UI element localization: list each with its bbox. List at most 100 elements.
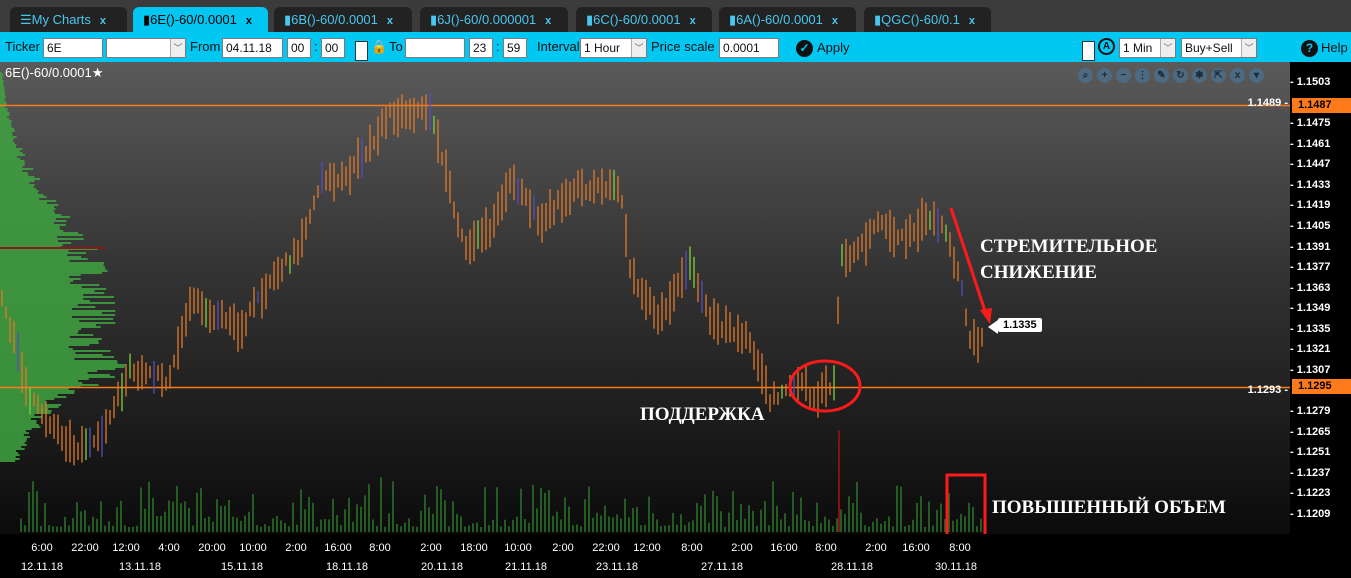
- volume-profile-bar: [0, 170, 23, 172]
- time-tick: 8:00: [681, 542, 703, 554]
- volume-profile-bar: [0, 442, 25, 444]
- auto-icon[interactable]: A: [1098, 38, 1115, 55]
- star-icon[interactable]: ★: [91, 65, 104, 80]
- volume-bar: [92, 516, 94, 532]
- volume-profile-bar: [0, 402, 47, 404]
- volume-profile-bar: [0, 218, 56, 220]
- tab-label: 6B()-60/0.0001: [291, 12, 378, 27]
- popout-icon[interactable]: ⇱: [1211, 68, 1226, 83]
- volume-profile-bar: [0, 160, 25, 162]
- chevron-down-icon[interactable]: ▾: [1249, 68, 1264, 83]
- to-hour-input[interactable]: 23: [469, 38, 493, 58]
- volume-bar: [672, 512, 674, 532]
- time-tick: 20:00: [198, 542, 226, 554]
- time-tick: 8:00: [949, 542, 971, 554]
- grid-icon[interactable]: ⋮: [1135, 68, 1150, 83]
- volume-profile-bar: [0, 110, 8, 112]
- volume-profile-bar: [0, 364, 126, 366]
- volume-bar: [272, 518, 274, 532]
- volume-profile-bar: [0, 308, 72, 310]
- to-minute-input[interactable]: 59: [503, 38, 527, 58]
- close-icon[interactable]: x: [99, 15, 107, 27]
- volume-bar: [664, 525, 666, 532]
- close-icon[interactable]: x: [689, 15, 696, 27]
- price-tick: - 1.1307: [1290, 363, 1331, 376]
- refresh-icon[interactable]: ↻: [1173, 68, 1188, 83]
- volume-profile-bar: [0, 296, 115, 298]
- help-button[interactable]: ? Help: [1301, 38, 1348, 58]
- close-icon[interactable]: x: [545, 15, 552, 27]
- time-tick: 22:00: [592, 542, 620, 554]
- volume-profile-bar: [0, 322, 116, 324]
- volume-profile-bar: [0, 356, 114, 358]
- tab-6c-60-0-0001[interactable]: ▮6C()-60/0.0001 x: [576, 7, 712, 32]
- zoom-fit-icon[interactable]: ⌕: [1078, 68, 1093, 83]
- zoom-in-icon[interactable]: +: [1097, 68, 1112, 83]
- close-icon[interactable]: x: [245, 15, 253, 27]
- tab-6a-60-0-0001[interactable]: ▮6A()-60/0.0001 x: [719, 7, 856, 32]
- volume-bar: [636, 507, 638, 532]
- price-scale-input[interactable]: 0.0001: [719, 38, 779, 58]
- volume-bar: [920, 496, 922, 532]
- from-hour-input[interactable]: 00: [287, 38, 311, 58]
- price-axis[interactable]: 1.1487 1.1295 - 1.1503 - 1.1475 - 1.1461 - …: [1290, 62, 1351, 534]
- volume-profile-bar: [0, 174, 29, 176]
- tab-my-charts[interactable]: ☰My Charts x: [10, 7, 127, 32]
- volume-bar: [408, 518, 410, 532]
- to-date-input[interactable]: [405, 38, 465, 58]
- close-icon[interactable]: x: [1230, 68, 1245, 83]
- chevron-down-icon: ﹀: [631, 39, 646, 57]
- volume-profile-bar: [0, 96, 6, 98]
- volume-bar: [308, 496, 310, 532]
- annotation-drop: СТРЕМИТЕЛЬНОЕ СНИЖЕНИЕ: [980, 236, 1158, 283]
- price-chart[interactable]: 6E()-60/0.0001★ ⌕ + − ⋮ ✎ ↻ ✱ ⇱ x ▾ СТРЕМИТЕЛЬНОЕ…: [0, 62, 1290, 534]
- lock-checkbox[interactable]: [355, 41, 368, 61]
- volume-profile-bar: [0, 164, 25, 166]
- volume-profile-bar: [0, 144, 17, 146]
- ticker-dropdown[interactable]: ﹀: [106, 38, 186, 58]
- volume-profile-bar: [0, 290, 95, 292]
- volume-bar: [520, 488, 522, 532]
- volume-bar: [912, 519, 914, 532]
- close-icon[interactable]: x: [386, 15, 394, 27]
- tab-6b-60-0-0001[interactable]: ▮6B()-60/0.0001 x: [274, 7, 412, 32]
- tab-6j-60-0-000001[interactable]: ▮6J()-60/0.000001 x: [420, 7, 568, 32]
- volume-bar: [204, 518, 206, 532]
- from-minute-input[interactable]: 00: [321, 38, 345, 58]
- chart-title-text: 6E()-60/0.0001: [5, 65, 92, 80]
- side-select[interactable]: Buy+Sell ﹀: [1181, 38, 1257, 58]
- pencil-icon[interactable]: ✎: [1154, 68, 1169, 83]
- tab-6e-60-0-0001[interactable]: ▮6E()-60/0.0001 x: [133, 7, 268, 32]
- volume-bar: [480, 526, 482, 532]
- tab-label: 6J()-60/0.000001: [437, 12, 537, 27]
- volume-bar: [356, 504, 358, 532]
- volume-bar: [832, 525, 834, 532]
- volume-bar: [400, 526, 402, 532]
- volume-profile-bar: [0, 366, 125, 368]
- volume-bar: [740, 504, 742, 532]
- volume-bar: [556, 511, 558, 532]
- apply-button[interactable]: ✓ Apply: [796, 38, 850, 58]
- volume-bar: [936, 509, 938, 532]
- interval-select[interactable]: 1 Hour ﹀: [580, 38, 647, 58]
- zoom-out-icon[interactable]: −: [1116, 68, 1131, 83]
- price-tick: - 1.1363: [1290, 281, 1331, 294]
- volume-bar: [952, 520, 954, 532]
- tab-qgc-60-0-1[interactable]: ▮QGC()-60/0.1 x: [864, 7, 991, 32]
- time-tick: 12:00: [633, 542, 661, 554]
- close-icon[interactable]: x: [968, 15, 976, 27]
- from-date-input[interactable]: 04.11.18: [222, 38, 283, 58]
- price-tick: - 1.1475: [1290, 117, 1331, 130]
- close-icon[interactable]: x: [831, 15, 839, 27]
- volume-bar: [224, 505, 226, 532]
- volume-bar: [528, 522, 530, 532]
- volume-profile-bar: [0, 312, 102, 314]
- period-select[interactable]: 1 Min ﹀: [1119, 38, 1176, 58]
- help-label: Help: [1321, 40, 1348, 55]
- auto-checkbox[interactable]: [1082, 41, 1095, 61]
- ticker-input[interactable]: 6E: [43, 38, 103, 58]
- volume-bar: [604, 505, 606, 532]
- time-axis[interactable]: 6:00 22:00 12:00 4:00 20:00 10:00 2:00 16:00 8:0…: [0, 534, 1351, 578]
- gear-icon[interactable]: ✱: [1192, 68, 1207, 83]
- volume-bar: [336, 515, 338, 532]
